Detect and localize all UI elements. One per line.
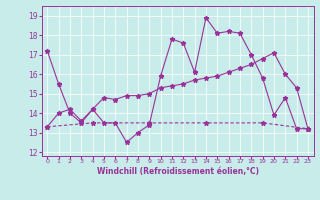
X-axis label: Windchill (Refroidissement éolien,°C): Windchill (Refroidissement éolien,°C): [97, 167, 259, 176]
